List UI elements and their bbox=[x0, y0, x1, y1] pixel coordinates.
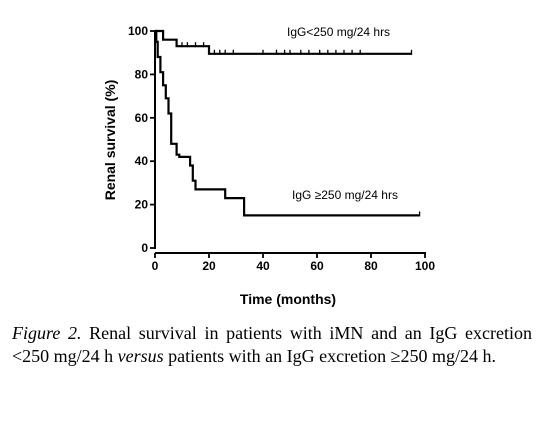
x-axis-title: Time (months) bbox=[240, 291, 336, 307]
y-tick-label: 0 bbox=[141, 241, 148, 255]
caption-text-2: patients with an IgG excretion ≥250 mg/2… bbox=[163, 346, 496, 366]
figure-label: Figure 2. bbox=[12, 323, 82, 343]
x-tick-label: 80 bbox=[364, 259, 378, 273]
x-tick-label: 40 bbox=[256, 259, 270, 273]
caption-versus: versus bbox=[117, 346, 164, 366]
y-tick-label: 100 bbox=[128, 24, 148, 38]
x-tick-label: 20 bbox=[202, 259, 216, 273]
x-tick-label: 100 bbox=[415, 259, 435, 273]
figure-caption: Figure 2. Renal survival in patients wit… bbox=[12, 322, 532, 368]
x-tick-label: 60 bbox=[310, 259, 324, 273]
series-label-high-igg: IgG ≥250 mg/24 hrs bbox=[292, 188, 398, 202]
caption-text-1: Renal survival in patients with iMN and … bbox=[12, 323, 532, 366]
axes: 0 20 40 60 80 100 0 20 40 60 80 100 bbox=[128, 24, 435, 273]
y-axis-title: Renal survival (%) bbox=[102, 80, 118, 201]
survival-curve-high-igg bbox=[155, 29, 420, 217]
series-label-low-igg: IgG<250 mg/24 hrs bbox=[287, 25, 390, 39]
y-tick-label: 40 bbox=[135, 154, 149, 168]
y-tick-label: 20 bbox=[135, 198, 149, 212]
x-tick-label: 0 bbox=[152, 259, 159, 273]
y-tick-label: 80 bbox=[135, 67, 149, 81]
y-tick-label: 60 bbox=[135, 111, 149, 125]
kaplan-meier-chart: 0 20 40 60 80 100 0 20 40 60 80 100 Renal survival … bbox=[102, 24, 435, 307]
survival-curve-low-igg bbox=[155, 29, 412, 55]
survival-curves bbox=[155, 29, 421, 217]
